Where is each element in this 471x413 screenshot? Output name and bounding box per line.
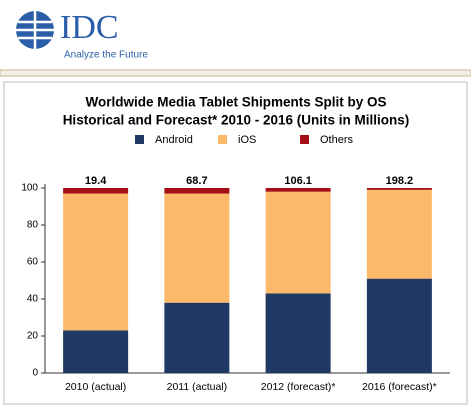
x-tick-label: 2010 (actual) [65, 381, 126, 393]
bar-segment [366, 188, 432, 190]
logo-text: IDC [60, 9, 119, 46]
chart-title: Worldwide Media Tablet Shipments Split b… [85, 95, 386, 110]
bar-segment [265, 188, 331, 192]
y-tick-label: 60 [27, 257, 39, 268]
y-tick-label: 40 [27, 294, 39, 305]
legend-swatch [300, 135, 309, 144]
x-tick-label: 2011 (actual) [167, 381, 228, 393]
tagline: Analyze the Future [64, 50, 148, 61]
chart-subtitle: Historical and Forecast* 2010 - 2016 (Un… [63, 113, 410, 128]
bar-segment [63, 193, 129, 331]
bar-segment [366, 189, 432, 279]
legend-label: Android [155, 134, 193, 146]
legend-swatch [135, 135, 144, 144]
legend-label: Others [320, 134, 354, 146]
legend-swatch [218, 135, 227, 144]
logo-globe [16, 11, 54, 49]
header-band [0, 69, 471, 77]
bar-segment [164, 188, 230, 194]
bar-segment [265, 191, 331, 294]
bar-segment [164, 193, 230, 303]
y-tick-label: 100 [21, 183, 38, 194]
total-label: 19.4 [85, 175, 107, 187]
x-tick-label: 2016 (forecast)* [362, 381, 437, 393]
total-label: 68.7 [186, 175, 207, 187]
y-tick-label: 20 [27, 331, 39, 342]
bar-segment [63, 188, 129, 194]
bar-segment [366, 278, 432, 373]
bar-segment [63, 330, 129, 373]
total-label: 106.1 [284, 175, 312, 187]
total-label: 198.2 [386, 175, 414, 187]
x-tick-label: 2012 (forecast)* [261, 381, 336, 393]
y-tick-label: 80 [27, 220, 39, 231]
y-tick-label: 0 [32, 368, 38, 379]
bar-segment [164, 302, 230, 373]
bar-segment [265, 293, 331, 373]
legend-label: iOS [238, 134, 256, 146]
